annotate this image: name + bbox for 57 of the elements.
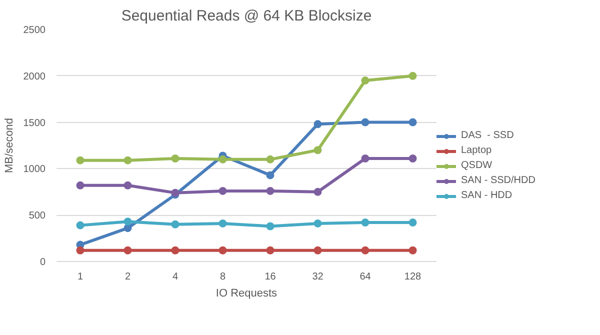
point xyxy=(408,118,417,126)
legend-label: Laptop xyxy=(461,145,492,156)
y-axis-title: MB/second xyxy=(3,118,16,174)
point xyxy=(218,155,227,164)
x-axis-title: IO Requests xyxy=(216,288,278,300)
x-tick-label: 128 xyxy=(404,272,422,282)
legend-label: DAS - SSD xyxy=(461,130,514,141)
point xyxy=(266,186,274,195)
point xyxy=(124,156,132,164)
x-tick-label: 32 xyxy=(312,272,324,282)
point xyxy=(361,246,370,254)
point xyxy=(124,181,132,190)
point xyxy=(266,155,274,164)
point xyxy=(218,246,227,254)
point xyxy=(218,186,227,195)
point xyxy=(76,246,84,254)
x-tick-label: 4 xyxy=(172,272,178,282)
point xyxy=(408,218,417,227)
y-tick-label: 500 xyxy=(28,210,46,222)
point xyxy=(266,222,274,230)
point xyxy=(314,188,322,196)
point xyxy=(314,219,322,228)
point xyxy=(408,72,417,80)
x-tick-label: 2 xyxy=(124,272,131,282)
point xyxy=(408,154,417,162)
point xyxy=(266,246,274,254)
point xyxy=(171,246,180,254)
point xyxy=(171,220,180,228)
x-tick-label: 64 xyxy=(360,272,372,282)
point xyxy=(314,146,322,154)
y-tick-label: 2500 xyxy=(23,25,46,36)
y-tick-label: 2000 xyxy=(23,71,46,82)
y-tick-label: 1500 xyxy=(23,118,46,129)
point xyxy=(76,181,84,190)
point xyxy=(266,171,274,180)
point xyxy=(124,218,132,226)
x-tick-label: 8 xyxy=(220,272,226,282)
point xyxy=(361,154,370,162)
point xyxy=(171,154,180,162)
chart-title: Sequential Reads @ 64 KB Blocksize xyxy=(121,8,372,24)
point xyxy=(314,120,322,128)
point xyxy=(361,76,370,85)
point xyxy=(408,246,417,254)
x-tick-label: 1 xyxy=(77,272,84,282)
legend-label: QSDW xyxy=(461,160,492,171)
point xyxy=(124,246,132,254)
point xyxy=(76,156,84,164)
legend-label: SAN - HDD xyxy=(461,190,512,201)
y-tick-label: 0 xyxy=(40,257,46,268)
y-tick-label: 1000 xyxy=(23,164,46,176)
point xyxy=(76,221,84,230)
point xyxy=(314,246,322,254)
x-tick-label: 16 xyxy=(264,272,276,282)
point xyxy=(361,218,370,227)
legend-label: SAN - SSD/HDD xyxy=(461,175,536,186)
point xyxy=(361,118,370,126)
point xyxy=(218,219,227,228)
